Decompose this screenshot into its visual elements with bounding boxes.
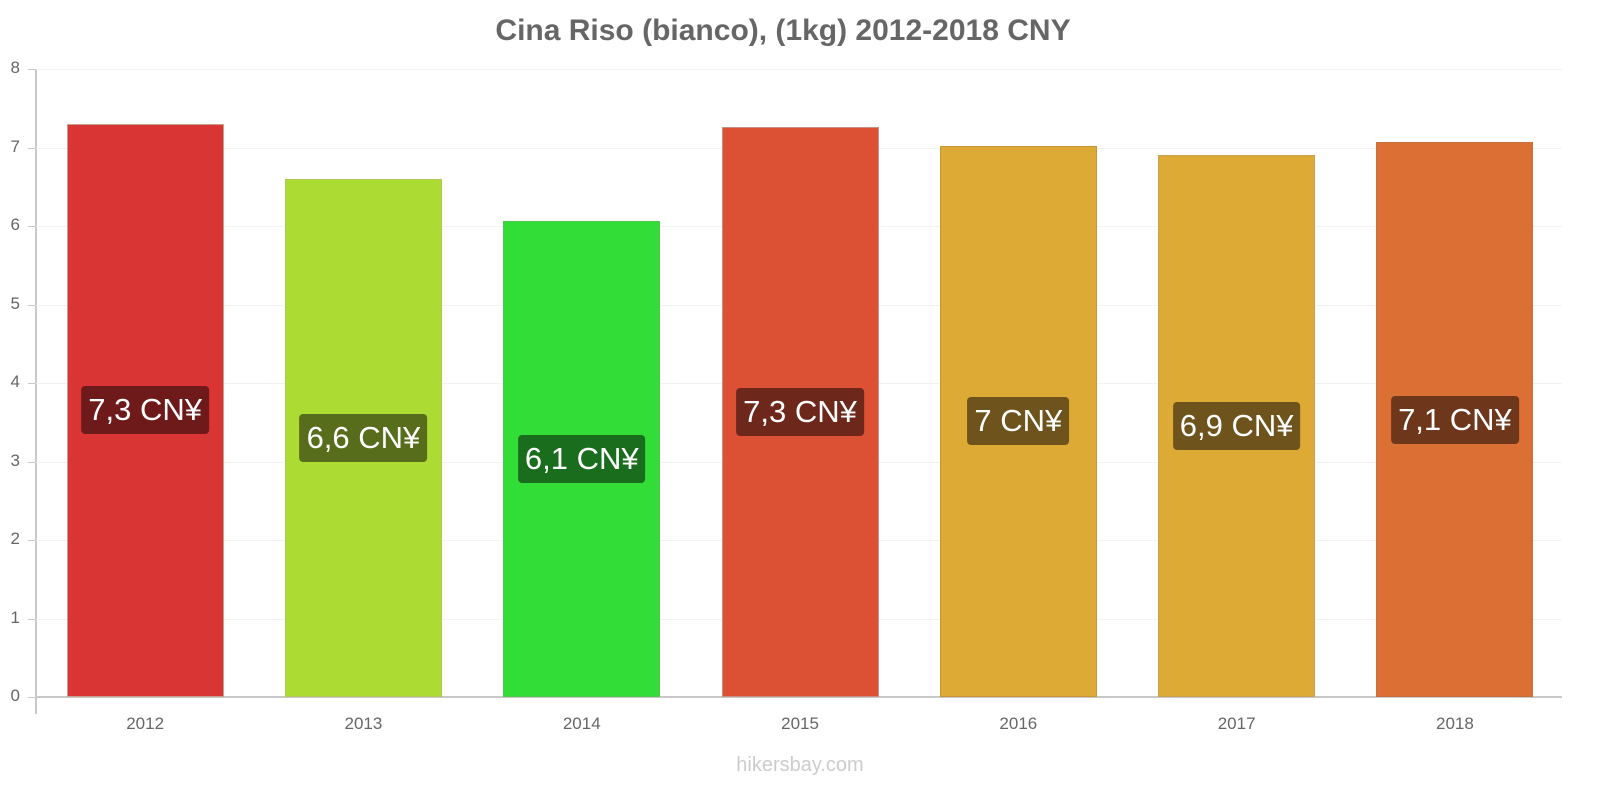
x-axis-line bbox=[35, 696, 1562, 698]
y-tick-label: 2 bbox=[10, 529, 20, 548]
y-tick-label: 3 bbox=[10, 451, 20, 470]
y-tick-mark bbox=[28, 69, 36, 70]
y-tick-label: 7 bbox=[10, 137, 20, 156]
x-tick-label: 2016 bbox=[999, 714, 1038, 733]
x-tick-label: 2012 bbox=[126, 714, 165, 733]
y-tick-label: 4 bbox=[10, 372, 20, 391]
x-tick-label: 2017 bbox=[1217, 714, 1256, 733]
gridline bbox=[36, 69, 1562, 70]
x-tick-label: 2013 bbox=[344, 714, 383, 733]
y-tick-mark bbox=[28, 305, 36, 306]
value-label: 7,3 CN¥ bbox=[81, 386, 210, 435]
y-tick-mark bbox=[28, 148, 36, 149]
value-label: 7 CN¥ bbox=[967, 397, 1070, 446]
y-tick-mark bbox=[28, 697, 36, 698]
x-tick-label: 2015 bbox=[781, 714, 819, 733]
y-tick-mark bbox=[28, 462, 36, 463]
y-tick-label: 8 bbox=[10, 58, 20, 77]
value-label: 6,1 CN¥ bbox=[517, 434, 646, 483]
y-tick-label: 1 bbox=[10, 608, 20, 627]
value-label: 6,6 CN¥ bbox=[299, 413, 428, 462]
x-tick-label: 2014 bbox=[562, 714, 601, 733]
value-label: 6,9 CN¥ bbox=[1172, 402, 1301, 451]
y-tick-mark bbox=[28, 619, 36, 620]
y-tick-label: 6 bbox=[10, 215, 20, 234]
y-tick-mark bbox=[28, 540, 36, 541]
value-label: 7,1 CN¥ bbox=[1391, 395, 1519, 444]
chart-title: Cina Riso (bianco), (1kg) 2012-2018 CNY bbox=[495, 14, 1071, 47]
watermark: hikersbay.com bbox=[736, 754, 864, 776]
y-tick-label: 5 bbox=[10, 294, 20, 313]
y-tick-mark bbox=[28, 383, 36, 384]
y-axis-line bbox=[35, 69, 37, 714]
value-label: 7,3 CN¥ bbox=[736, 388, 864, 437]
x-tick-label: 2018 bbox=[1436, 714, 1474, 733]
y-tick-label: 0 bbox=[10, 686, 20, 705]
y-tick-mark bbox=[28, 226, 36, 227]
